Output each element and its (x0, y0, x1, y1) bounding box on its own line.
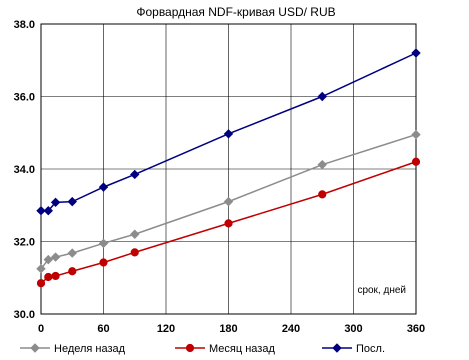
data-point (98, 182, 109, 192)
data-point (411, 157, 421, 166)
y-axis-ticks: 30.0 32.0 34.0 36.0 38.0 (14, 19, 35, 321)
data-point (36, 205, 46, 216)
legend-item: Неделя назад (20, 343, 126, 355)
data-point (317, 91, 327, 102)
data-point (30, 343, 40, 353)
data-point (318, 190, 327, 199)
data-point (98, 238, 109, 249)
data-point (223, 196, 234, 207)
data-point (185, 343, 195, 353)
data-point (411, 129, 421, 140)
data-point (50, 197, 61, 208)
data-point (43, 254, 53, 265)
data-point (43, 205, 53, 216)
data-point (36, 279, 46, 288)
legend: Неделя назад Месяц назад Посл. (20, 343, 385, 355)
grid-lines (40, 23, 417, 315)
legend-label: Неделя назад (54, 343, 126, 355)
x-tick-label: 180 (219, 323, 237, 335)
data-point (130, 248, 139, 257)
x-tick-label: 240 (282, 323, 300, 335)
legend-item: Посл. (322, 343, 385, 355)
data-point (223, 129, 234, 139)
x-tick-label: 360 (407, 323, 425, 335)
x-tick-label: 300 (344, 323, 362, 335)
data-point (51, 271, 60, 281)
y-tick-label: 30.0 (14, 309, 35, 321)
x-tick-label: 0 (38, 323, 44, 335)
y-tick-label: 32.0 (14, 237, 35, 249)
data-point (130, 169, 140, 180)
plot-area (40, 23, 417, 315)
y-tick-label: 38.0 (14, 19, 35, 31)
data-point (67, 196, 77, 207)
data-point (68, 267, 77, 276)
series-group (36, 48, 421, 216)
data-point (224, 219, 233, 228)
data-point (99, 258, 108, 267)
y-tick-label: 36.0 (14, 92, 35, 104)
series-group (36, 157, 421, 288)
data-point (317, 159, 327, 170)
data-point (67, 248, 77, 258)
y-tick-label: 34.0 (14, 164, 35, 176)
data-point (130, 229, 140, 239)
series-layer (36, 48, 421, 288)
legend-item: Месяц назад (175, 343, 275, 355)
chart-title: Форвардная NDF-кривая USD/ RUB (136, 5, 335, 19)
data-point (411, 48, 421, 58)
series-group (36, 129, 421, 274)
legend-label: Месяц назад (209, 343, 275, 355)
x-tick-label: 120 (157, 323, 175, 335)
data-point (44, 272, 53, 282)
x-axis-annotation: срок, дней (357, 285, 406, 296)
data-point (36, 263, 46, 274)
legend-label: Посл. (356, 343, 385, 355)
x-axis-ticks: 0 60 120 180 240 300 360 (38, 323, 425, 335)
data-point (332, 343, 342, 353)
data-point (50, 252, 61, 262)
x-tick-label: 60 (97, 323, 109, 335)
